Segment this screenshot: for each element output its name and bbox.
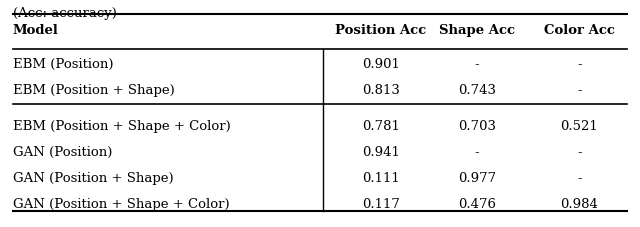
Text: 0.941: 0.941	[362, 145, 400, 158]
Text: -: -	[577, 58, 582, 71]
Text: 0.984: 0.984	[560, 197, 598, 210]
Text: 0.781: 0.781	[362, 119, 400, 132]
Text: 0.117: 0.117	[362, 197, 400, 210]
Text: 0.703: 0.703	[458, 119, 496, 132]
Text: 0.901: 0.901	[362, 58, 400, 71]
Text: 0.743: 0.743	[458, 84, 496, 97]
Text: EBM (Position + Shape + Color): EBM (Position + Shape + Color)	[13, 119, 230, 132]
Text: -: -	[577, 171, 582, 184]
Text: Color Acc: Color Acc	[544, 24, 614, 37]
Text: 0.813: 0.813	[362, 84, 400, 97]
Text: GAN (Position + Shape): GAN (Position + Shape)	[13, 171, 173, 184]
Text: EBM (Position): EBM (Position)	[13, 58, 113, 71]
Text: -: -	[474, 145, 479, 158]
Text: -: -	[577, 145, 582, 158]
Text: GAN (Position): GAN (Position)	[13, 145, 112, 158]
Text: (Acc: accuracy): (Acc: accuracy)	[13, 7, 116, 20]
Text: EBM (Position + Shape): EBM (Position + Shape)	[13, 84, 175, 97]
Text: Shape Acc: Shape Acc	[439, 24, 515, 37]
Text: 0.977: 0.977	[458, 171, 496, 184]
Text: 0.476: 0.476	[458, 197, 496, 210]
Text: 0.521: 0.521	[561, 119, 598, 132]
Text: GAN (Position + Shape + Color): GAN (Position + Shape + Color)	[13, 197, 229, 210]
Text: Position Acc: Position Acc	[335, 24, 426, 37]
Text: Model: Model	[13, 24, 59, 37]
Text: -: -	[577, 84, 582, 97]
Text: 0.111: 0.111	[362, 171, 399, 184]
Text: -: -	[474, 58, 479, 71]
